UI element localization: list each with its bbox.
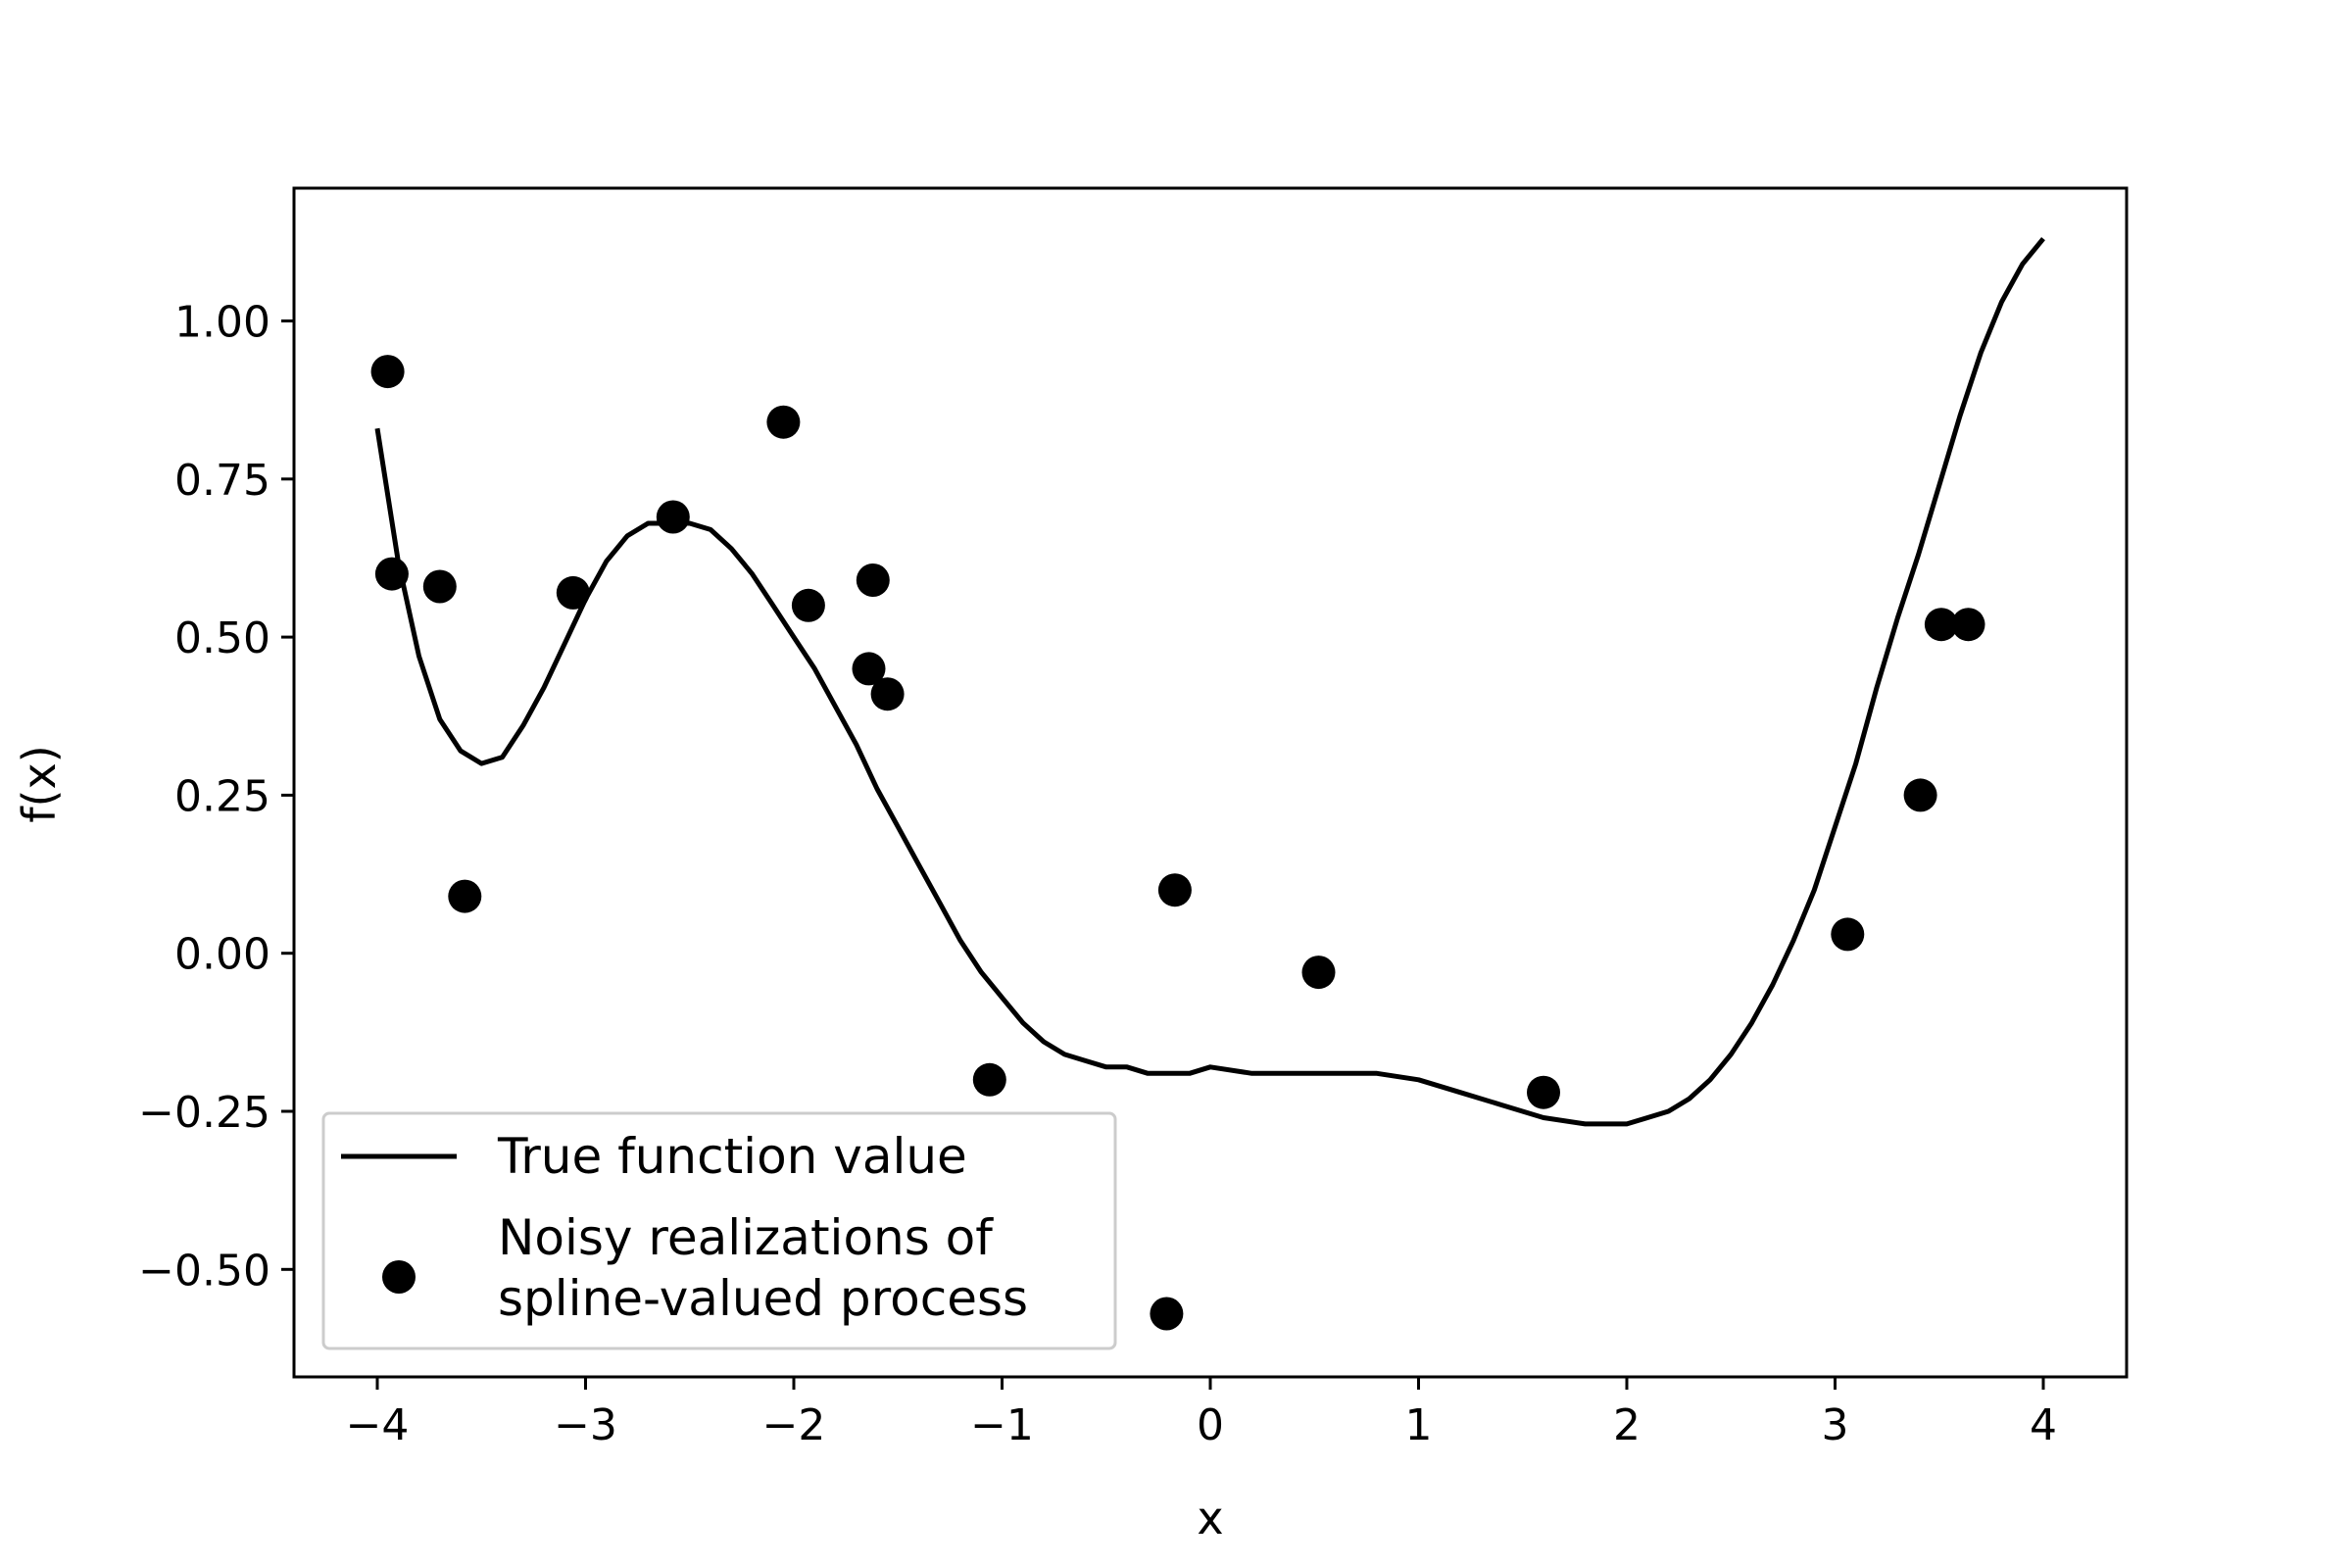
legend-label-line-2: spline-valued process bbox=[498, 1270, 1028, 1327]
data-point bbox=[1527, 1075, 1560, 1109]
y-axis: −0.50 −0.25 0.00 0.25 0.50 0.75 1.00 bbox=[138, 297, 294, 1296]
data-point bbox=[791, 588, 825, 622]
y-tick-label: 0.25 bbox=[174, 771, 270, 821]
legend-box bbox=[321, 1111, 1117, 1350]
data-point bbox=[1150, 1297, 1184, 1331]
data-point bbox=[1903, 778, 1937, 812]
data-point bbox=[1831, 917, 1865, 952]
data-point bbox=[1157, 873, 1192, 907]
y-tick-label: −0.50 bbox=[138, 1246, 270, 1296]
x-tick-label: 1 bbox=[1405, 1400, 1433, 1450]
legend-label-noisy-realizations: Noisy realizations of spline-valued proc… bbox=[498, 1209, 1028, 1327]
data-point bbox=[870, 677, 905, 711]
x-tick-label: 4 bbox=[2030, 1400, 2057, 1450]
data-point bbox=[422, 569, 457, 604]
data-point bbox=[856, 564, 890, 597]
x-tick-label: 2 bbox=[1613, 1400, 1641, 1450]
x-tick-label: −1 bbox=[970, 1400, 1034, 1450]
x-tick-label: −3 bbox=[554, 1400, 617, 1450]
y-tick-label: −0.25 bbox=[138, 1088, 270, 1138]
x-axis-label: x bbox=[1197, 1492, 1223, 1544]
legend-label-true-function: True function value bbox=[497, 1128, 967, 1185]
data-point bbox=[370, 355, 405, 389]
data-point bbox=[852, 652, 886, 686]
y-tick-label: 1.00 bbox=[174, 297, 270, 347]
data-point bbox=[972, 1062, 1006, 1097]
data-point bbox=[656, 500, 690, 534]
y-tick-label: 0.00 bbox=[174, 930, 270, 980]
data-point bbox=[556, 575, 590, 610]
data-point bbox=[448, 879, 482, 913]
x-tick-label: −2 bbox=[762, 1400, 826, 1450]
legend-label-line-1: Noisy realizations of bbox=[498, 1209, 994, 1266]
legend-marker-swatch bbox=[382, 1260, 416, 1294]
plot-marks bbox=[370, 237, 2045, 1331]
x-tick-label: 0 bbox=[1197, 1400, 1224, 1450]
x-tick-label: 3 bbox=[1822, 1400, 1849, 1450]
data-point bbox=[1301, 956, 1336, 990]
data-point bbox=[766, 405, 801, 439]
legend: True function value Noisy realizations o… bbox=[321, 1111, 1117, 1350]
y-tick-label: 0.50 bbox=[174, 613, 270, 663]
x-tick-label: −4 bbox=[346, 1400, 410, 1450]
x-axis: −4 −3 −2 −1 0 1 2 3 4 bbox=[346, 1377, 2057, 1450]
true-function-line bbox=[374, 237, 2045, 1127]
data-point bbox=[1924, 608, 1958, 642]
data-point bbox=[374, 557, 409, 591]
y-axis-label: f(x) bbox=[13, 745, 66, 822]
y-tick-label: 0.75 bbox=[174, 456, 270, 506]
data-point bbox=[1951, 608, 1985, 642]
